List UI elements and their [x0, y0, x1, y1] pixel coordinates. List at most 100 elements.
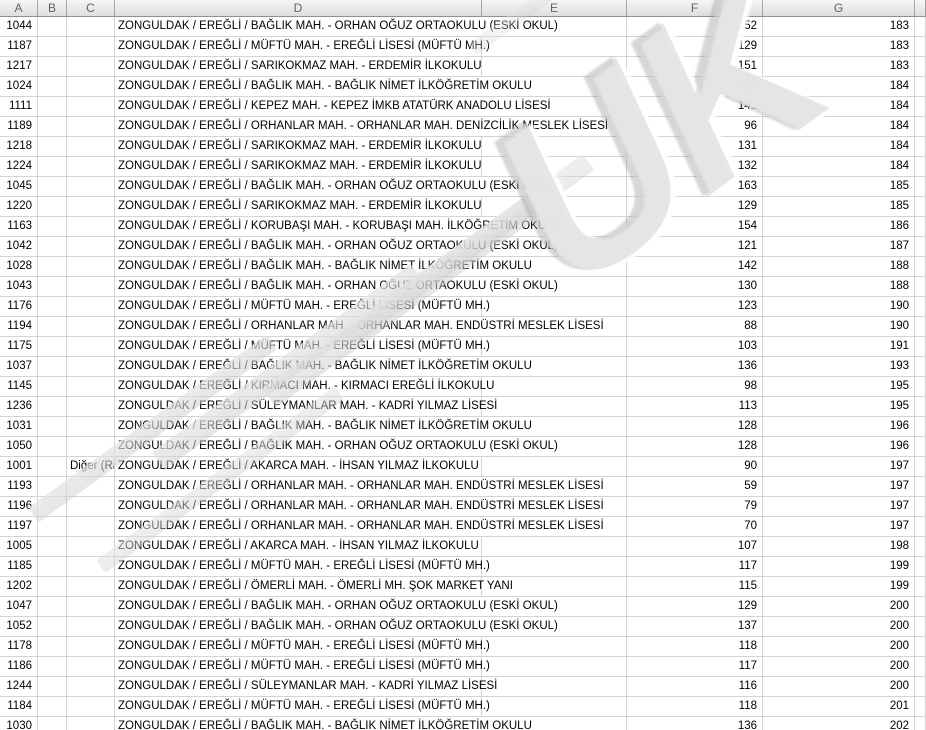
cell-A-row23[interactable]: 1001: [0, 457, 38, 477]
cell-F-row21[interactable]: 128: [627, 417, 763, 437]
cell-D-row15[interactable]: ZONGULDAK / EREĞLİ / MÜFTÜ MAH. - EREĞLİ…: [115, 297, 490, 317]
cell--row2[interactable]: [915, 37, 926, 57]
cell-F-row3[interactable]: 151: [627, 57, 763, 77]
cell-E-row18[interactable]: [482, 357, 627, 377]
cell-G-row16[interactable]: 190: [763, 317, 915, 337]
cell-D-row25[interactable]: ZONGULDAK / EREĞLİ / ORHANLAR MAH. - ORH…: [115, 497, 604, 517]
cell-E-row1[interactable]: [482, 17, 627, 37]
cell-C-row19[interactable]: [67, 377, 115, 397]
cell-E-row20[interactable]: [482, 397, 627, 417]
cell-D-row14[interactable]: ZONGULDAK / EREĞLİ / BAĞLIK MAH. - ORHAN…: [115, 277, 558, 297]
cell-E-row5[interactable]: [482, 97, 627, 117]
cell-F-row4[interactable]: 112: [627, 77, 763, 97]
cell-A-row12[interactable]: 1042: [0, 237, 38, 257]
cell-F-row2[interactable]: 129: [627, 37, 763, 57]
cell-F-row20[interactable]: 113: [627, 397, 763, 417]
cell-A-row9[interactable]: 1045: [0, 177, 38, 197]
cell-A-row5[interactable]: 1111: [0, 97, 38, 117]
cell-C-row8[interactable]: [67, 157, 115, 177]
cell-A-row27[interactable]: 1005: [0, 537, 38, 557]
cell-C-row30[interactable]: [67, 597, 115, 617]
column-header-B[interactable]: B: [38, 0, 67, 17]
cell-D-row26[interactable]: ZONGULDAK / EREĞLİ / ORHANLAR MAH. - ORH…: [115, 517, 604, 537]
cell-C-row33[interactable]: [67, 657, 115, 677]
cell-G-row18[interactable]: 193: [763, 357, 915, 377]
cell-D-row21[interactable]: ZONGULDAK / EREĞLİ / BAĞLIK MAH. - BAĞLI…: [115, 417, 532, 437]
cell-A-row4[interactable]: 1024: [0, 77, 38, 97]
cell--row34[interactable]: [915, 677, 926, 697]
cell-E-row33[interactable]: [482, 657, 627, 677]
cell-B-row36[interactable]: [38, 717, 67, 730]
cell-F-row30[interactable]: 129: [627, 597, 763, 617]
cell-G-row13[interactable]: 188: [763, 257, 915, 277]
cell-D-row5[interactable]: ZONGULDAK / EREĞLİ / KEPEZ MAH. - KEPEZ …: [115, 97, 551, 117]
cell-D-row11[interactable]: ZONGULDAK / EREĞLİ / KORUBAŞI MAH. - KOR…: [115, 217, 561, 237]
cell-C-row4[interactable]: [67, 77, 115, 97]
cell-F-row10[interactable]: 129: [627, 197, 763, 217]
cell-A-row24[interactable]: 1193: [0, 477, 38, 497]
cell-D-row2[interactable]: ZONGULDAK / EREĞLİ / MÜFTÜ MAH. - EREĞLİ…: [115, 37, 490, 57]
cell-C-row26[interactable]: [67, 517, 115, 537]
cell-G-row14[interactable]: 188: [763, 277, 915, 297]
cell-B-row24[interactable]: [38, 477, 67, 497]
cell-B-row31[interactable]: [38, 617, 67, 637]
cell-F-row12[interactable]: 121: [627, 237, 763, 257]
cell-A-row25[interactable]: 1196: [0, 497, 38, 517]
cell-D-row31[interactable]: ZONGULDAK / EREĞLİ / BAĞLIK MAH. - ORHAN…: [115, 617, 558, 637]
cell-D-row4[interactable]: ZONGULDAK / EREĞLİ / BAĞLIK MAH. - BAĞLI…: [115, 77, 532, 97]
column-header-C[interactable]: C: [67, 0, 115, 17]
cell-G-row30[interactable]: 200: [763, 597, 915, 617]
cell-A-row21[interactable]: 1031: [0, 417, 38, 437]
cell-D-row8[interactable]: ZONGULDAK / EREĞLİ / SARIKOKMAZ MAH. - E…: [115, 157, 482, 177]
cell-F-row26[interactable]: 70: [627, 517, 763, 537]
cell-G-row10[interactable]: 185: [763, 197, 915, 217]
cell-C-row22[interactable]: [67, 437, 115, 457]
cell-A-row10[interactable]: 1220: [0, 197, 38, 217]
cell-C-row34[interactable]: [67, 677, 115, 697]
cell-A-row20[interactable]: 1236: [0, 397, 38, 417]
cell-G-row2[interactable]: 183: [763, 37, 915, 57]
cell-C-row25[interactable]: [67, 497, 115, 517]
cell-A-row33[interactable]: 1186: [0, 657, 38, 677]
cell-E-row19[interactable]: [482, 377, 627, 397]
cell-E-row32[interactable]: [482, 637, 627, 657]
cell-G-row19[interactable]: 195: [763, 377, 915, 397]
cell-E-row29[interactable]: [482, 577, 627, 597]
cell-G-row29[interactable]: 199: [763, 577, 915, 597]
cell-B-row7[interactable]: [38, 137, 67, 157]
cell-F-row1[interactable]: 152: [627, 17, 763, 37]
cell-B-row27[interactable]: [38, 537, 67, 557]
cell--row4[interactable]: [915, 77, 926, 97]
cell-E-row31[interactable]: [482, 617, 627, 637]
cell-F-row8[interactable]: 132: [627, 157, 763, 177]
cell-A-row19[interactable]: 1145: [0, 377, 38, 397]
cell-G-row1[interactable]: 183: [763, 17, 915, 37]
cell--row8[interactable]: [915, 157, 926, 177]
cell-A-row7[interactable]: 1218: [0, 137, 38, 157]
cell-F-row5[interactable]: 141: [627, 97, 763, 117]
cell-E-row8[interactable]: [482, 157, 627, 177]
cell-C-row32[interactable]: [67, 637, 115, 657]
cell-C-row27[interactable]: [67, 537, 115, 557]
cell-E-row7[interactable]: [482, 137, 627, 157]
cell-C-row29[interactable]: [67, 577, 115, 597]
cell--row25[interactable]: [915, 497, 926, 517]
cell-G-row32[interactable]: 200: [763, 637, 915, 657]
cell-G-row33[interactable]: 200: [763, 657, 915, 677]
cell-B-row30[interactable]: [38, 597, 67, 617]
cell-F-row6[interactable]: 96: [627, 117, 763, 137]
cell-E-row17[interactable]: [482, 337, 627, 357]
cell-C-row13[interactable]: [67, 257, 115, 277]
cell--row23[interactable]: [915, 457, 926, 477]
cell-G-row25[interactable]: 197: [763, 497, 915, 517]
cell--row10[interactable]: [915, 197, 926, 217]
cell-E-row10[interactable]: [482, 197, 627, 217]
cell-A-row14[interactable]: 1043: [0, 277, 38, 297]
cell-F-row28[interactable]: 117: [627, 557, 763, 577]
cell-F-row33[interactable]: 117: [627, 657, 763, 677]
cell-A-row8[interactable]: 1224: [0, 157, 38, 177]
cell-C-row21[interactable]: [67, 417, 115, 437]
cell-C-row20[interactable]: [67, 397, 115, 417]
cell--row5[interactable]: [915, 97, 926, 117]
cell-C-row10[interactable]: [67, 197, 115, 217]
